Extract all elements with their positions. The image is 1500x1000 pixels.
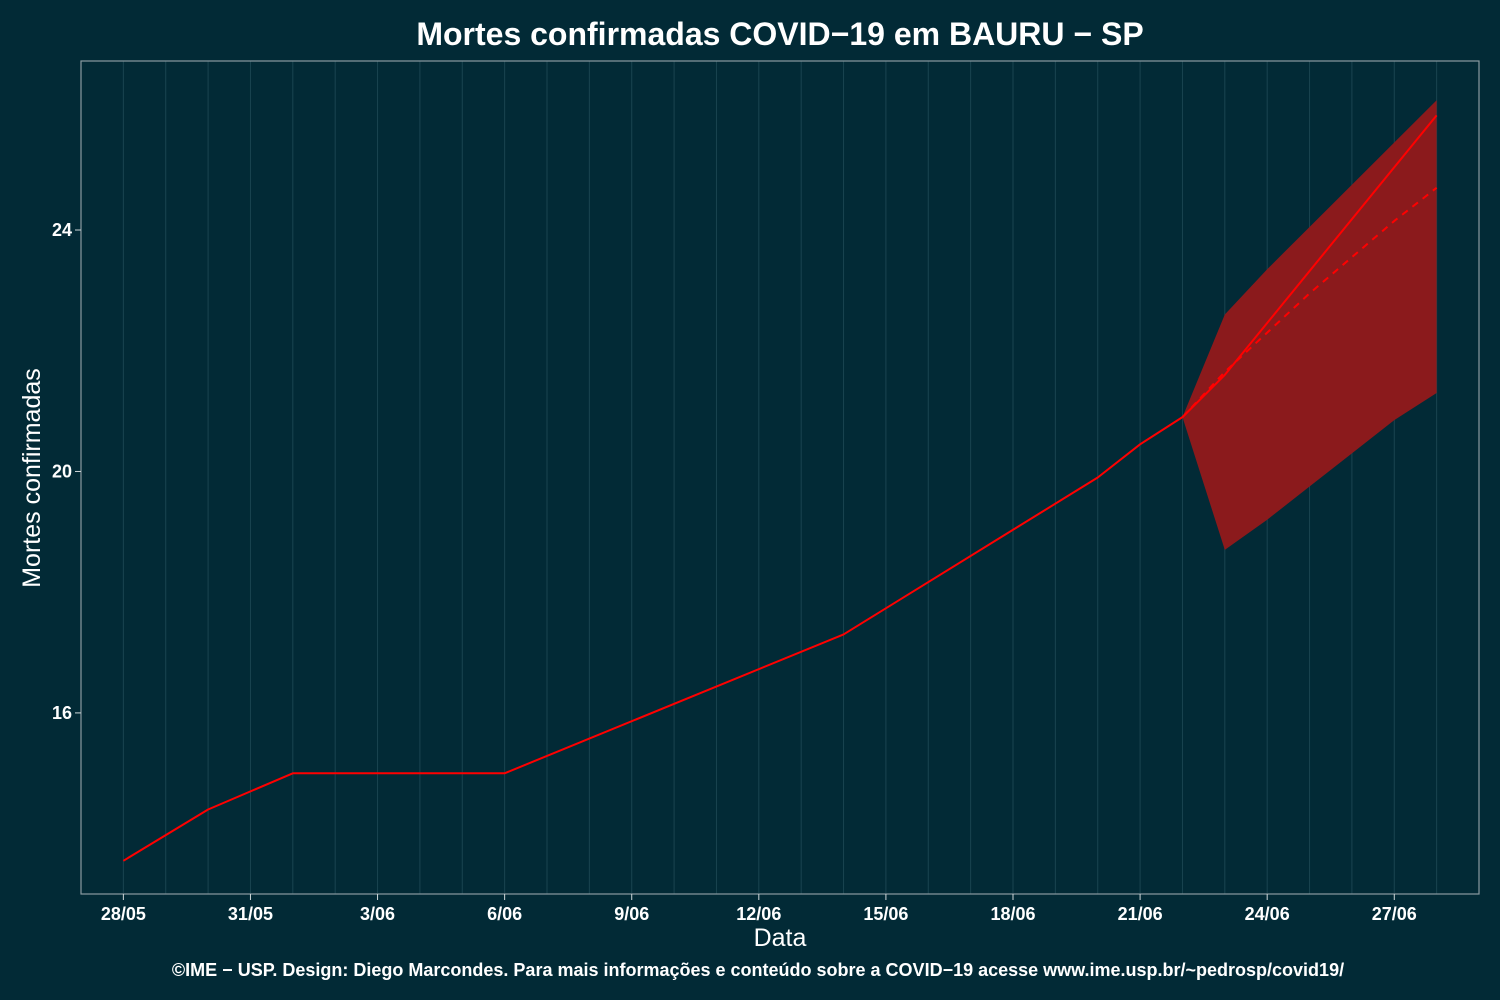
caption: ©IME − USP. Design: Diego Marcondes. Par…: [172, 960, 1344, 980]
x-axis-label: Data: [754, 924, 807, 952]
prediction-band: [1182, 100, 1437, 550]
x-tick-label: 15/06: [863, 904, 908, 924]
x-tick-label: 28/05: [101, 904, 146, 924]
x-tick-label: 6/06: [487, 904, 522, 924]
chart-title: Mortes confirmadas COVID−19 em BAURU − S…: [416, 16, 1143, 52]
x-tick-label: 12/06: [736, 904, 781, 924]
x-tick-label: 9/06: [614, 904, 649, 924]
x-tick-label: 31/05: [228, 904, 273, 924]
y-axis-label: Mortes confirmadas: [18, 368, 46, 588]
series-lines: [122, 114, 1438, 862]
series-line-solid: [122, 114, 1438, 862]
y-axis-ticks: 16 20 24: [52, 220, 81, 723]
x-tick-label: 27/06: [1372, 904, 1417, 924]
y-tick-label: 16: [52, 703, 72, 723]
grid: [122, 61, 1438, 894]
x-tick-label: 24/06: [1245, 904, 1290, 924]
series-line-dashed: [1181, 186, 1438, 418]
y-tick-label: 20: [52, 461, 72, 481]
x-axis-ticks: 28/05 31/05 3/06 6/06 9/06 12/06 15/06 18/06 21/…: [101, 894, 1417, 924]
y-tick-label: 24: [52, 220, 72, 240]
x-tick-label: 18/06: [990, 904, 1035, 924]
confidence-band: [1182, 100, 1437, 550]
x-tick-label: 3/06: [360, 904, 395, 924]
plot-panel-border: [80, 60, 1480, 895]
x-tick-label: 21/06: [1118, 904, 1163, 924]
